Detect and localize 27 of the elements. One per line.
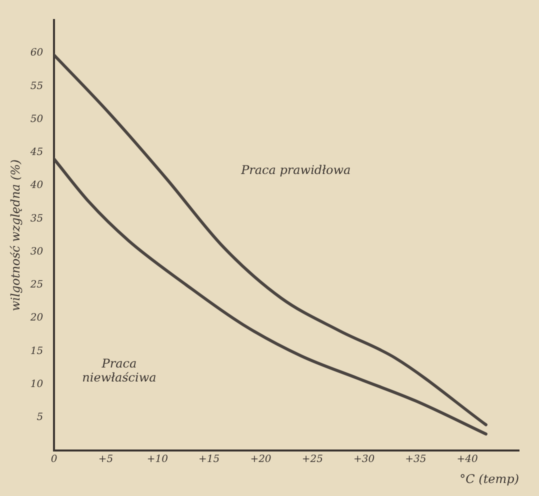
y-tick-label: 10 [30, 378, 44, 390]
y-tick-label: 55 [30, 80, 44, 92]
x-tick-label: +5 [98, 454, 114, 466]
y-tick-label: 35 [30, 213, 44, 224]
x-tick-label: +15 [198, 454, 220, 466]
y-axis-title: wilgotność względna (%) [8, 159, 22, 312]
x-tick-label: +10 [146, 454, 169, 466]
y-tick-label: 20 [29, 312, 44, 324]
line-series [54, 158, 488, 436]
x-tick-label: +30 [353, 454, 376, 466]
x-axis-title: °C (temp) [460, 472, 520, 486]
y-tick-label: 30 [30, 246, 44, 258]
y-tick-label: 45 [29, 147, 44, 158]
y-tick-label: 25 [29, 280, 44, 291]
x-tick-label: +25 [302, 454, 323, 466]
y-tick-label: 40 [29, 180, 44, 192]
y-tick-label: 5 [36, 412, 44, 424]
x-tick-label: +40 [456, 454, 479, 466]
annotation: Praca niewłaściwa [82, 356, 156, 385]
x-tick-label: +35 [405, 454, 426, 466]
x-tick-label: +20 [250, 454, 272, 466]
y-tick-label: 60 [30, 48, 44, 59]
y-tick-label: 15 [30, 346, 44, 357]
y-tick-label: 50 [30, 114, 44, 125]
x-tick-label: 0 [50, 454, 58, 466]
annotation: Praca prawidłowa [240, 162, 351, 177]
line-series [54, 54, 488, 426]
